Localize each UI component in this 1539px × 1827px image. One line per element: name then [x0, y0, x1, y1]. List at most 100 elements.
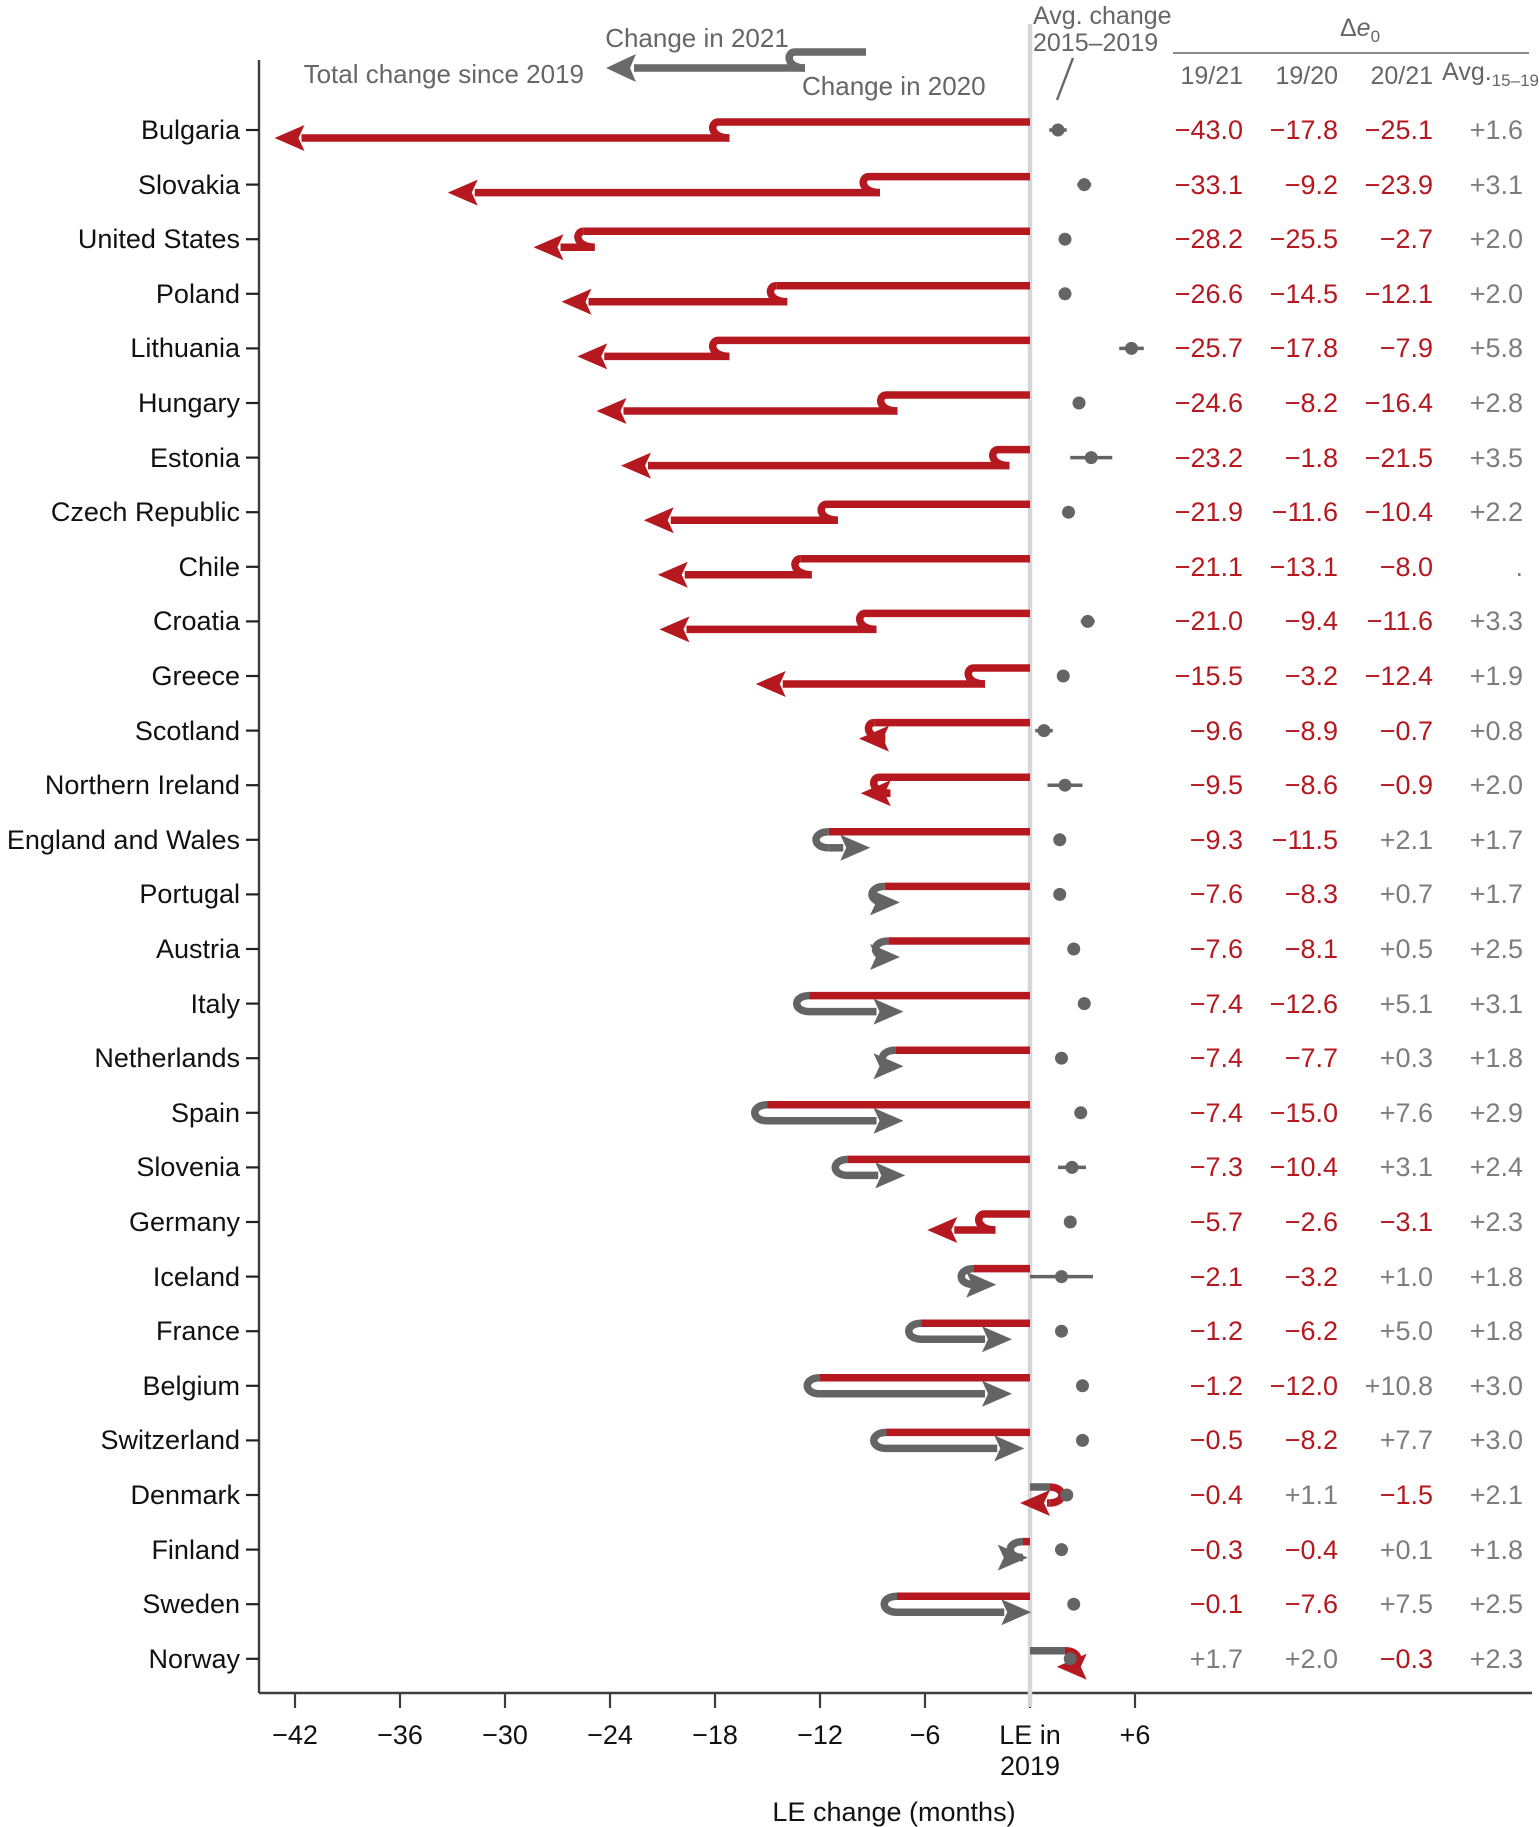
value-19-20-poland: −14.5 [1269, 278, 1338, 309]
value-avg-15-19-belgium: +3.0 [1469, 1370, 1523, 1401]
value-19-21-scotland: −9.6 [1189, 715, 1243, 746]
avg-dot-scotland [1037, 724, 1051, 738]
arrowhead-portugal [870, 889, 900, 916]
value-avg-15-19-lithuania: +5.8 [1469, 333, 1523, 364]
country-label-sweden: Sweden [142, 1589, 240, 1620]
value-20-21-greece: −12.4 [1364, 661, 1433, 691]
value-20-21-italy: +5.1 [1379, 988, 1433, 1019]
avg-dot-estonia [1084, 451, 1098, 465]
x-tick-label--6: −6 [909, 1720, 941, 1750]
value-avg-15-19-scotland: +0.8 [1469, 715, 1523, 746]
value-avg-15-19-slovakia: +3.1 [1469, 169, 1523, 200]
delta-e0-header: Δe0 [1280, 14, 1440, 51]
value-avg-15-19-chile: . [1515, 551, 1523, 582]
value-20-21-austria: +0.5 [1379, 934, 1433, 964]
value-avg-15-19-netherlands: +1.8 [1469, 1043, 1523, 1074]
x-tick-label--42: −42 [272, 1720, 318, 1750]
value-20-21-northern-ireland: −0.9 [1379, 770, 1433, 801]
arrowhead-scotland [859, 725, 889, 752]
value-20-21-switzerland: +7.7 [1379, 1425, 1433, 1456]
avg-dot-netherlands [1055, 1051, 1068, 1065]
value-19-20-chile: −13.1 [1269, 551, 1338, 582]
arrow-turn-france [905, 1319, 922, 1343]
delta-symbol: Δ [1339, 14, 1357, 42]
x-tick-label-0: LE in [999, 1720, 1061, 1750]
legend-arrowhead-icon [606, 54, 636, 82]
value-19-20-slovakia: −9.2 [1284, 169, 1338, 200]
value-19-20-france: −6.2 [1284, 1316, 1338, 1347]
value-19-21-united-states: −28.2 [1174, 224, 1243, 255]
country-label-iceland: Iceland [152, 1261, 240, 1292]
value-19-21-belgium: −1.2 [1189, 1370, 1243, 1401]
value-19-21-sweden: −0.1 [1189, 1589, 1243, 1620]
value-20-21-slovakia: −23.9 [1364, 169, 1433, 200]
value-20-21-belgium: +10.8 [1364, 1370, 1433, 1401]
avg-dot-germany [1063, 1215, 1077, 1229]
country-label-estonia: Estonia [149, 442, 240, 473]
value-19-21-hungary: −24.6 [1174, 388, 1243, 418]
avg-dot-czech-republic [1062, 505, 1075, 519]
value-20-21-sweden: +7.5 [1379, 1589, 1433, 1620]
value-avg-15-19-germany: +2.3 [1469, 1207, 1523, 1237]
value-19-20-norway: +2.0 [1284, 1643, 1338, 1674]
arrowhead-spain [873, 1107, 904, 1134]
legend-change-2020-label: Change in 2020 [802, 71, 986, 101]
value-19-20-northern-ireland: −8.6 [1284, 770, 1338, 801]
value-19-21-portugal: −7.6 [1189, 879, 1243, 910]
arrowhead-poland [561, 288, 592, 315]
country-label-austria: Austria [155, 934, 240, 964]
avg-dot-denmark [1060, 1488, 1074, 1502]
avg-dot-france [1055, 1324, 1068, 1338]
value-avg-15-19-poland: +2.0 [1469, 278, 1523, 309]
country-label-poland: Poland [155, 278, 240, 309]
avg-dot-bulgaria [1051, 123, 1065, 137]
value-20-21-poland: −12.1 [1364, 278, 1433, 309]
value-19-21-czech-republic: −21.9 [1174, 497, 1243, 528]
arrowhead-slovenia [875, 1162, 906, 1189]
legend-change-2021-label: Change in 2021 [605, 23, 789, 53]
avg-dot-slovenia [1065, 1160, 1079, 1174]
x-tick-label2-0: 2019 [999, 1751, 1061, 1781]
value-19-21-northern-ireland: −9.5 [1189, 770, 1243, 801]
avg-header-text: Avg. [1442, 58, 1492, 86]
value-20-21-estonia: −21.5 [1364, 442, 1433, 473]
country-label-spain: Spain [170, 1097, 240, 1128]
arrowhead-croatia [659, 616, 690, 643]
value-20-21-france: +5.0 [1379, 1316, 1433, 1347]
arrowhead-estonia [621, 452, 651, 479]
value-19-20-netherlands: −7.7 [1284, 1043, 1338, 1074]
country-label-hungary: Hungary [137, 388, 240, 418]
country-label-finland: Finland [151, 1534, 240, 1565]
arrowhead-belgium [982, 1380, 1012, 1407]
value-20-21-slovenia: +3.1 [1379, 1152, 1433, 1183]
country-label-northern-ireland: Northern Ireland [44, 770, 240, 801]
country-label-slovenia: Slovenia [136, 1152, 240, 1183]
avg-dot-iceland [1055, 1270, 1068, 1284]
avg-dot-portugal [1053, 887, 1067, 901]
value-20-21-bulgaria: −25.1 [1364, 115, 1433, 145]
arrowhead-norway [1056, 1653, 1087, 1680]
value-19-21-poland: −26.6 [1174, 278, 1243, 309]
value-20-21-netherlands: +0.3 [1379, 1043, 1433, 1074]
avg-dot-norway [1063, 1652, 1077, 1666]
column-header-avg-15-19: Avg.15–19 [1430, 58, 1539, 95]
arrowhead-denmark [1020, 1490, 1050, 1516]
value-19-20-united-states: −25.5 [1269, 224, 1338, 255]
x-tick-label-6: +6 [1119, 1720, 1151, 1750]
x-tick-label--24: −24 [587, 1720, 633, 1750]
value-19-20-italy: −12.6 [1269, 988, 1338, 1019]
value-19-21-greece: −15.5 [1174, 661, 1243, 691]
value-avg-15-19-spain: +2.9 [1469, 1097, 1523, 1128]
value-20-21-denmark: −1.5 [1379, 1480, 1433, 1510]
avg-dot-hungary [1072, 396, 1086, 410]
column-header-19-21: 19/21 [1180, 62, 1243, 90]
column-header-20-21: 20/21 [1370, 62, 1433, 90]
value-19-21-iceland: −2.1 [1189, 1261, 1243, 1292]
country-label-chile: Chile [178, 551, 240, 582]
arrow-turn-switzerland [870, 1428, 887, 1453]
value-19-21-germany: −5.7 [1189, 1207, 1243, 1237]
value-19-20-sweden: −7.6 [1284, 1589, 1338, 1620]
avg-dot-england-and-wales [1053, 833, 1067, 847]
arrowhead-netherlands [873, 1053, 904, 1080]
avg-dot-poland [1058, 287, 1072, 301]
